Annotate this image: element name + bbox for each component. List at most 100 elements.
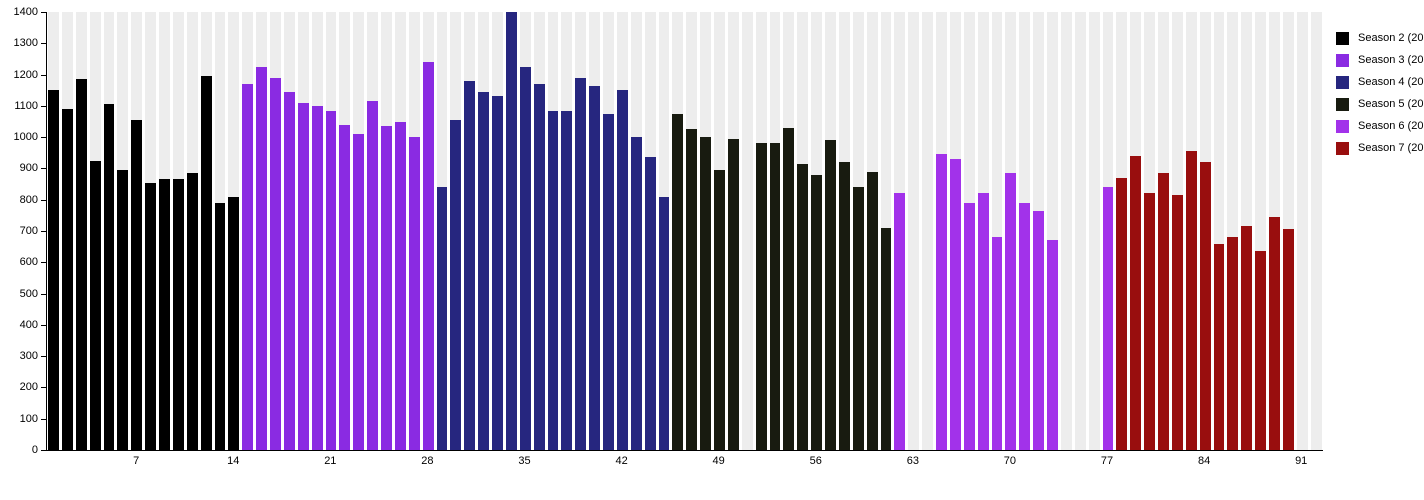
y-axis-tick-label: 100 bbox=[19, 412, 38, 425]
episode-slot bbox=[1213, 12, 1227, 450]
episode-bar bbox=[686, 129, 698, 450]
episode-slot bbox=[893, 12, 907, 450]
legend-item: Season 5 (20 bbox=[1336, 93, 1424, 115]
episode-bar bbox=[256, 66, 267, 450]
episode-bar bbox=[408, 137, 420, 450]
episode-slot bbox=[1004, 12, 1018, 450]
legend-item: Season 7 (20 bbox=[1336, 137, 1424, 159]
episode-bar bbox=[48, 90, 59, 450]
episode-bar bbox=[589, 85, 600, 450]
legend-label: Season 2 (20 bbox=[1358, 32, 1424, 44]
episode-slot bbox=[1282, 12, 1296, 450]
episode-slot bbox=[1115, 12, 1129, 450]
episode-slot bbox=[116, 12, 130, 450]
episode-bar bbox=[852, 187, 864, 450]
episode-slot bbox=[255, 12, 269, 450]
episode-slot bbox=[366, 12, 380, 450]
episode-slot bbox=[658, 12, 672, 450]
episode-slot bbox=[574, 12, 588, 450]
x-axis-tick-label: 35 bbox=[518, 455, 531, 467]
episode-bar bbox=[797, 163, 809, 450]
episode-bar bbox=[89, 160, 101, 450]
episode-slot bbox=[75, 12, 89, 450]
y-axis-tick-mark bbox=[41, 262, 46, 264]
legend-swatch bbox=[1336, 75, 1349, 89]
episode-slot bbox=[796, 12, 810, 450]
legend-item: Season 3 (20 bbox=[1336, 49, 1424, 71]
y-axis-tick-mark bbox=[41, 137, 46, 139]
episode-slot bbox=[227, 12, 241, 450]
episode-bar bbox=[353, 134, 365, 450]
episode-bar bbox=[1019, 202, 1031, 450]
episode-bar bbox=[825, 140, 836, 450]
episode-bar bbox=[658, 196, 670, 450]
slot-background-stripe bbox=[741, 12, 753, 450]
y-axis-tick-label: 1100 bbox=[14, 99, 38, 112]
x-axis-tick-label: 63 bbox=[906, 455, 919, 467]
legend-swatch bbox=[1336, 97, 1349, 111]
episode-slot bbox=[325, 12, 339, 450]
legend-label: Season 4 (20 bbox=[1358, 76, 1424, 88]
legend-label: Season 3 (20 bbox=[1358, 54, 1424, 66]
episode-bar bbox=[811, 174, 822, 450]
episode-slot bbox=[214, 12, 228, 450]
episode-slot bbox=[560, 12, 574, 450]
episode-bar bbox=[1130, 155, 1142, 450]
episode-bar bbox=[131, 119, 143, 450]
episode-slot bbox=[533, 12, 547, 450]
slot-background-stripe bbox=[1047, 12, 1058, 450]
episode-slot bbox=[1129, 12, 1143, 450]
episode-bar bbox=[422, 62, 434, 450]
y-axis-tick-label: 400 bbox=[19, 318, 38, 331]
x-axis-tick-label: 49 bbox=[712, 455, 725, 467]
episode-slot bbox=[838, 12, 852, 450]
episode-bar bbox=[616, 90, 628, 450]
episode-bar bbox=[1033, 210, 1044, 450]
legend: Season 2 (20 Season 3 (20 Season 4 (20 Seas… bbox=[1336, 27, 1424, 159]
episode-slot bbox=[727, 12, 741, 450]
plot-area bbox=[46, 12, 1323, 451]
episode-bar bbox=[769, 143, 781, 450]
y-axis-tick-label: 1200 bbox=[13, 68, 38, 81]
episode-slot bbox=[186, 12, 200, 450]
episode-bar bbox=[783, 127, 795, 450]
episode-slot bbox=[907, 12, 921, 450]
episode-bar bbox=[492, 96, 503, 450]
legend-swatch bbox=[1336, 141, 1349, 155]
episode-bar bbox=[450, 119, 462, 450]
x-axis-tick-label: 14 bbox=[227, 455, 240, 467]
episode-slot bbox=[602, 12, 616, 450]
legend-label: Season 7 (20 bbox=[1358, 142, 1424, 154]
y-axis-tick-mark bbox=[41, 231, 46, 232]
episode-slot bbox=[519, 12, 533, 450]
episode-slot bbox=[810, 12, 824, 450]
episode-slot bbox=[352, 12, 366, 450]
episode-bar bbox=[533, 83, 545, 450]
episode-slot bbox=[200, 12, 214, 450]
slot-background-stripe bbox=[991, 12, 1003, 450]
episode-bar bbox=[575, 77, 587, 450]
episode-slot bbox=[269, 12, 283, 450]
episode-slot bbox=[394, 12, 408, 450]
y-axis-tick-label: 500 bbox=[19, 287, 38, 300]
y-axis-tick-label: 600 bbox=[19, 256, 38, 269]
y-axis-tick-mark bbox=[41, 387, 46, 389]
episode-bar bbox=[242, 83, 254, 450]
y-axis-tick-mark bbox=[41, 74, 46, 76]
episode-bar bbox=[838, 162, 850, 450]
episode-bar bbox=[1047, 240, 1058, 450]
episode-slot bbox=[1143, 12, 1157, 450]
episode-bar bbox=[894, 193, 906, 450]
episode-slot bbox=[1060, 12, 1074, 450]
slot-background-stripe bbox=[1060, 12, 1072, 450]
y-axis-tick-label: 300 bbox=[19, 350, 38, 363]
episode-slot bbox=[1046, 12, 1060, 450]
episode-bar bbox=[547, 110, 559, 450]
y-axis-tick-label: 700 bbox=[19, 225, 38, 237]
slot-background-stripe bbox=[1227, 12, 1239, 450]
episode-bar bbox=[1282, 229, 1294, 450]
episode-bar bbox=[519, 66, 531, 450]
episode-bar bbox=[963, 202, 975, 450]
y-axis-tick-label: 900 bbox=[19, 162, 38, 175]
episode-bar bbox=[228, 196, 240, 450]
